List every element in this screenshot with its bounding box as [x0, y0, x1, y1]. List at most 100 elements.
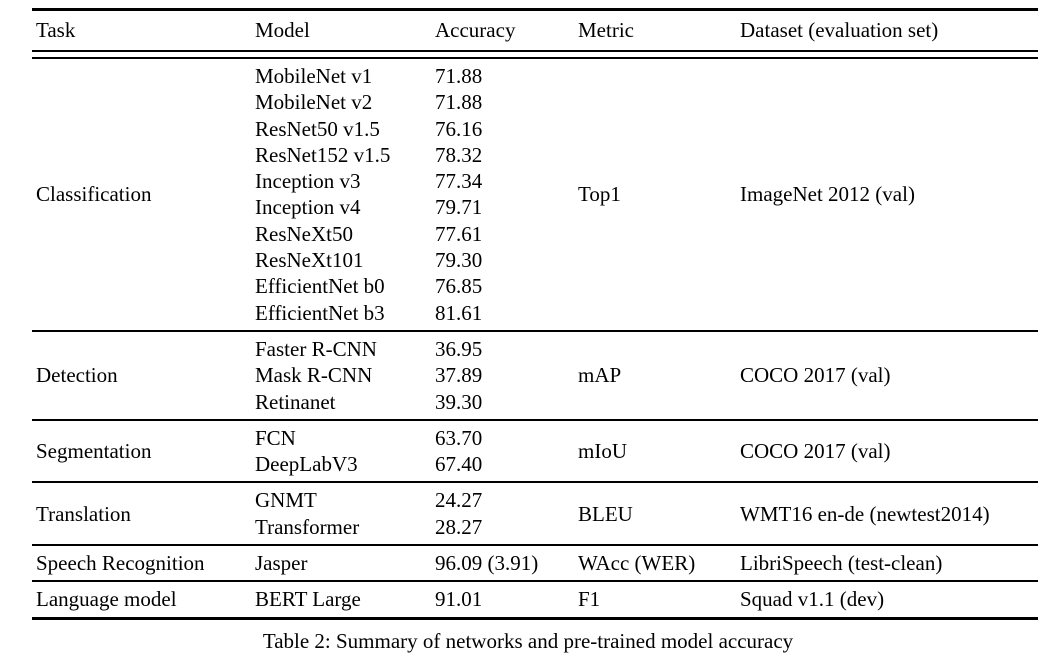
- task-text: Classification: [36, 182, 152, 207]
- dataset-label: Squad v1.1 (dev): [740, 586, 1038, 612]
- dataset-label: LibriSpeech (test-clean): [740, 550, 1038, 576]
- model-name: ResNet152 v1.5: [255, 142, 391, 167]
- model-name: DeepLabV3: [255, 452, 358, 477]
- table-caption: Table 2: Summary of networks and pre-tra…: [262, 629, 794, 653]
- accuracy-value: 28.27: [435, 514, 483, 539]
- metric-text: mIoU: [578, 439, 627, 463]
- dataset-text: LibriSpeech (test-clean): [740, 551, 943, 576]
- accuracy-value: 67.40: [435, 452, 483, 477]
- accuracy-value: 24.27: [435, 488, 483, 513]
- model-name: GNMT: [255, 488, 317, 513]
- task-text: Speech Recognition: [36, 551, 205, 576]
- dataset-text: Squad v1.1 (dev): [740, 587, 885, 612]
- model-list: GNMT Transformer: [255, 487, 435, 540]
- model-list: FCN DeepLabV3: [255, 425, 435, 478]
- section-speech-recognition: Speech Recognition Jasper 96.09 (3.91) W…: [32, 546, 1038, 583]
- model-name: ResNeXt50: [255, 221, 353, 246]
- model-name: Retinanet: [255, 389, 336, 414]
- model-name: ResNeXt101: [255, 248, 364, 273]
- accuracy-value: 79.30: [435, 248, 483, 273]
- dataset-label: COCO 2017 (val): [740, 336, 1038, 415]
- model-name: MobileNet v1: [255, 64, 373, 88]
- accuracy-value: 79.71: [435, 195, 483, 220]
- accuracy-value: 37.89: [435, 363, 483, 388]
- task-label: Translation: [32, 487, 255, 540]
- task-text: Detection: [36, 363, 118, 388]
- section-classification: Classification MobileNet v1 MobileNet v2…: [32, 59, 1038, 332]
- model-name: Mask R-CNN: [255, 363, 373, 388]
- accuracy-value: 76.85: [435, 274, 483, 299]
- model-name: Inception v4: [255, 195, 361, 220]
- header-accuracy: Accuracy: [435, 18, 516, 42]
- accuracy-list: 71.88 71.88 76.16 78.32 77.34 79.71 77.6…: [435, 63, 578, 326]
- dataset-text: ImageNet 2012 (val): [740, 182, 915, 207]
- dataset-text: COCO 2017 (val): [740, 363, 891, 388]
- model-name: ResNet50 v1.5: [255, 116, 380, 141]
- task-label: Speech Recognition: [32, 550, 255, 576]
- accuracy-value: 71.88: [435, 64, 483, 88]
- model-list: BERT Large: [255, 586, 435, 612]
- metric-label: mIoU: [578, 425, 740, 478]
- metric-text: BLEU: [578, 501, 633, 526]
- task-text: Translation: [36, 501, 131, 526]
- metric-text: Top1: [578, 182, 621, 207]
- dataset-label: COCO 2017 (val): [740, 425, 1038, 478]
- accuracy-value: 77.34: [435, 169, 483, 194]
- metric-label: F1: [578, 586, 740, 612]
- model-list: Jasper: [255, 550, 435, 576]
- metric-text: F1: [578, 587, 601, 612]
- section-language-model: Language model BERT Large 91.01 F1 Squad…: [32, 582, 1038, 616]
- accuracy-value: 91.01: [435, 587, 483, 612]
- accuracy-value: 76.16: [435, 116, 483, 141]
- accuracy-value: 77.61: [435, 221, 483, 246]
- accuracy-value: 63.70: [435, 425, 483, 450]
- header-metric: Metric: [578, 18, 634, 42]
- task-text: Language model: [36, 587, 177, 612]
- model-name: MobileNet v2: [255, 90, 373, 115]
- metric-label: BLEU: [578, 487, 740, 540]
- table-header-row: Task Model Accuracy Metric Dataset (eval…: [32, 11, 1038, 52]
- model-name: Transformer: [255, 514, 360, 539]
- accuracy-value: 81.61: [435, 300, 483, 325]
- dataset-text: WMT16 en-de (newtest2014): [740, 501, 990, 526]
- task-label: Classification: [32, 63, 255, 326]
- model-name: EfficientNet b0: [255, 274, 385, 299]
- metric-label: WAcc (WER): [578, 550, 740, 576]
- model-name: Jasper: [255, 551, 308, 576]
- metric-label: Top1: [578, 63, 740, 326]
- model-name: FCN: [255, 425, 296, 450]
- accuracy-value: 71.88: [435, 90, 483, 115]
- model-list: Faster R-CNN Mask R-CNN Retinanet: [255, 336, 435, 415]
- model-name: Faster R-CNN: [255, 336, 377, 361]
- dataset-label: ImageNet 2012 (val): [740, 63, 1038, 326]
- model-name: BERT Large: [255, 587, 361, 612]
- summary-table: Task Model Accuracy Metric Dataset (eval…: [32, 8, 1038, 620]
- accuracy-list: 24.27 28.27: [435, 487, 578, 540]
- model-list: MobileNet v1 MobileNet v2 ResNet50 v1.5 …: [255, 63, 435, 326]
- task-label: Language model: [32, 586, 255, 612]
- metric-text: WAcc (WER): [578, 551, 696, 576]
- task-label: Detection: [32, 336, 255, 415]
- model-name: Inception v3: [255, 169, 361, 194]
- accuracy-value: 36.95: [435, 336, 483, 361]
- dataset-text: COCO 2017 (val): [740, 439, 891, 463]
- double-rule-spacer: [32, 52, 1038, 59]
- accuracy-list: 63.70 67.40: [435, 425, 578, 478]
- dataset-label: WMT16 en-de (newtest2014): [740, 487, 1038, 540]
- accuracy-list: 91.01: [435, 586, 578, 612]
- section-detection: Detection Faster R-CNN Mask R-CNN Retina…: [32, 332, 1038, 421]
- section-segmentation: Segmentation FCN DeepLabV3 63.70 67.40 m…: [32, 421, 1038, 484]
- header-task: Task: [36, 18, 76, 42]
- task-text: Segmentation: [36, 439, 152, 463]
- metric-text: mAP: [578, 363, 622, 388]
- header-model: Model: [255, 18, 310, 42]
- model-name: EfficientNet b3: [255, 300, 385, 325]
- accuracy-value: 96.09 (3.91): [435, 551, 539, 576]
- accuracy-list: 96.09 (3.91): [435, 550, 578, 576]
- metric-label: mAP: [578, 336, 740, 415]
- header-dataset: Dataset (evaluation set): [740, 18, 939, 42]
- accuracy-value: 78.32: [435, 142, 483, 167]
- task-label: Segmentation: [32, 425, 255, 478]
- accuracy-value: 39.30: [435, 389, 483, 414]
